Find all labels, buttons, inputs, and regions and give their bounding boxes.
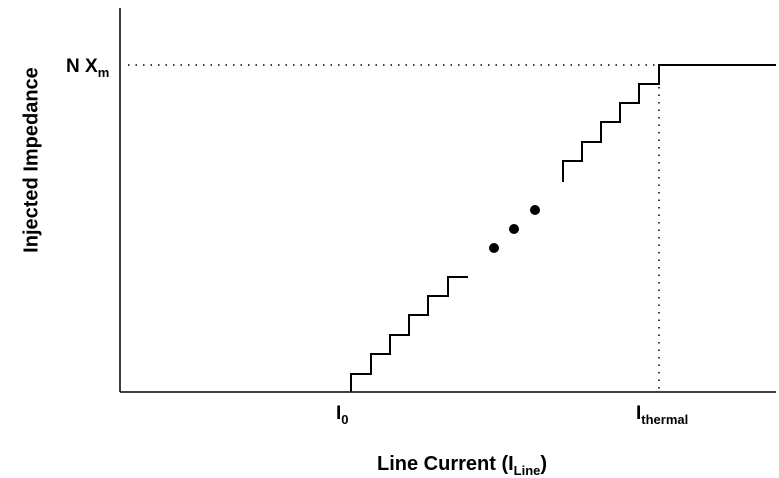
start-current-label-main: I [336,403,342,424]
upper-staircase [562,64,776,182]
y-axis-label: Injected Impedance [20,67,43,253]
continuation-dot [509,224,519,234]
x-axis-label: Line Current (ILine) [377,453,547,478]
thermal-current-label-main: I [636,403,642,424]
thermal-current-label: Ithermal [636,403,688,427]
max-impedance-label-subscript: m [97,65,110,80]
start-current-label-subscript: 0 [341,412,349,427]
max-impedance-label: N Xm [66,56,109,80]
continuation-dot [530,205,540,215]
x-axis-label-close: ) [540,453,548,475]
start-current-label: I0 [336,403,349,427]
max-impedance-label-main: N X [66,56,98,77]
thermal-current-label-subscript: thermal [641,412,689,427]
lower-staircase [350,276,468,392]
x-axis-label-main: Line Current (I [377,453,514,475]
x-axis-label-subscript: Line [513,463,541,478]
continuation-dot [489,243,499,253]
